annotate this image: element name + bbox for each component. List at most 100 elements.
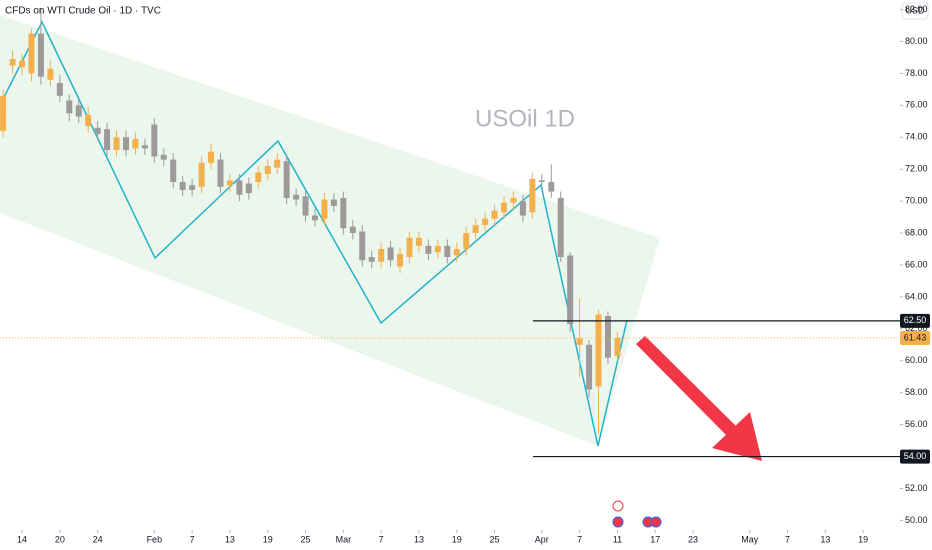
candle-body — [75, 105, 82, 117]
candle-body — [378, 249, 385, 262]
arrow-head — [712, 412, 762, 461]
x-tick-label: 23 — [688, 534, 698, 544]
candle-body — [463, 233, 470, 250]
candle-body — [434, 245, 441, 253]
candle-body — [170, 159, 177, 182]
candle-body — [179, 181, 186, 190]
x-tick-label: May — [741, 534, 759, 544]
candle-body — [160, 154, 167, 160]
x-tick-label: Feb — [147, 534, 163, 544]
candle-body — [217, 159, 224, 187]
zigzag — [0, 20, 628, 447]
event-icon[interactable] — [612, 516, 624, 528]
candle-body — [189, 185, 196, 190]
event-icons — [612, 500, 662, 528]
candle-body — [274, 159, 281, 168]
event-icon[interactable] — [612, 500, 624, 512]
candle-body — [122, 137, 129, 151]
x-tick-label: 7 — [190, 534, 195, 544]
candle-body — [66, 100, 73, 114]
watermark: USOil 1D — [475, 105, 575, 132]
level-label-box — [900, 449, 930, 464]
candle-body — [151, 124, 158, 157]
candle-body — [264, 166, 271, 175]
y-tick-label: 74.00 — [905, 132, 928, 142]
candle-body — [586, 344, 593, 390]
candle-body — [501, 202, 508, 213]
candle-body — [406, 237, 413, 258]
candle-body — [491, 210, 498, 219]
candle-body — [548, 181, 555, 192]
y-tick-label: 78.00 — [905, 68, 928, 78]
level-label: 54.00 — [904, 451, 927, 461]
y-tick-label: 70.00 — [905, 196, 928, 206]
x-tick-label: 13 — [225, 534, 235, 544]
current-price-label: 61.43 — [904, 332, 927, 342]
currency-box — [901, 2, 929, 20]
candle-body — [245, 183, 252, 194]
candle-body — [0, 95, 7, 131]
candle-body — [349, 226, 356, 234]
candle-body — [56, 83, 63, 96]
candle-body — [529, 178, 536, 213]
candle-body — [359, 231, 366, 261]
candle-body — [510, 197, 517, 203]
candle-body — [208, 151, 215, 163]
candle-body — [9, 59, 16, 66]
arrow-shaft — [636, 336, 740, 440]
candle-body — [595, 314, 602, 387]
event-icon[interactable] — [650, 516, 662, 528]
x-tick-label: 19 — [452, 534, 462, 544]
y-tick-label: 50.00 — [905, 515, 928, 525]
candle-body — [397, 253, 404, 267]
x-tick-label: 24 — [93, 534, 103, 544]
chart-title: CFDs on WTI Crude Oil · 1D · TVC — [5, 6, 161, 17]
candle-body — [321, 199, 328, 219]
candle-body — [198, 162, 205, 187]
candle-body — [85, 114, 92, 127]
x-tick-label: 25 — [301, 534, 311, 544]
candle-body — [141, 145, 148, 149]
candle-body — [47, 68, 54, 80]
y-tick-label: 58.00 — [905, 387, 928, 397]
x-tick-label: 19 — [858, 534, 868, 544]
candles — [0, 7, 621, 435]
y-tick-label: 56.00 — [905, 419, 928, 429]
x-tick-label: 11 — [613, 534, 622, 544]
level-label-box — [900, 313, 930, 328]
y-tick-label: 80.00 — [905, 36, 928, 46]
candle-body — [104, 129, 111, 151]
candle-body — [226, 180, 233, 186]
y-tick-label: 66.00 — [905, 259, 928, 269]
x-tick-label: 13 — [414, 534, 424, 544]
candle-body — [37, 33, 44, 77]
x-tick-label: 13 — [820, 534, 830, 544]
candle-body — [368, 257, 375, 262]
candle-body — [236, 180, 243, 195]
y-tick-label: 82.00 — [905, 4, 928, 14]
candle-body — [132, 138, 139, 149]
candle-body — [614, 337, 621, 356]
candle-body — [28, 33, 35, 74]
candle-body — [293, 194, 300, 200]
candle-body — [557, 197, 564, 258]
y-tick-label: 68.00 — [905, 227, 928, 237]
candle-body — [330, 199, 337, 206]
x-tick-label: 17 — [650, 534, 660, 544]
x-tick-label: 20 — [55, 534, 65, 544]
y-tick-label: 60.00 — [905, 355, 928, 365]
candle-body — [453, 249, 460, 256]
x-tick-label: 19 — [263, 534, 273, 544]
y-tick-label: 76.00 — [905, 100, 928, 110]
y-tick-label: 72.00 — [905, 164, 928, 174]
candle-body — [302, 196, 309, 216]
x-tick-label: 14 — [17, 534, 27, 544]
candle-body — [387, 247, 394, 261]
candle-body — [255, 172, 262, 182]
candle-body — [472, 225, 479, 234]
y-tick-label: 62.00 — [905, 323, 928, 333]
x-tick-label: 7 — [785, 534, 790, 544]
candle-body — [519, 201, 526, 216]
candle-body — [19, 60, 26, 68]
